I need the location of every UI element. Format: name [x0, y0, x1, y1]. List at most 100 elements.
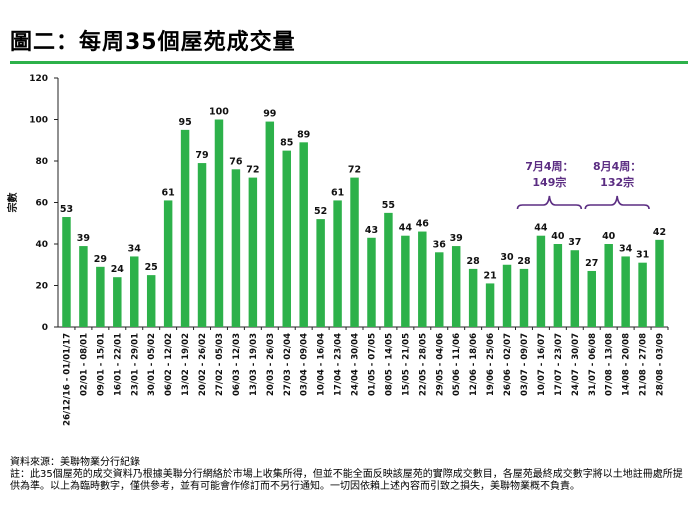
bar-value-label: 61 — [162, 187, 175, 198]
bar — [299, 142, 308, 327]
x-category-label: 21/08 - 27/08 — [639, 333, 649, 396]
bar — [621, 256, 630, 327]
bar-value-label: 99 — [263, 109, 276, 120]
x-category-label: 23/01 - 29/01 — [130, 333, 140, 396]
x-category-label: 01/05 - 07/05 — [367, 333, 377, 396]
bar — [367, 237, 376, 327]
x-category-label: 10/04 - 16/04 — [317, 333, 327, 396]
x-category-label: 15/05 - 21/05 — [401, 333, 411, 396]
bar — [485, 283, 495, 327]
bar-value-label: 85 — [280, 138, 293, 149]
bar — [435, 252, 444, 327]
bar-value-label: 21 — [483, 270, 496, 281]
x-category-label: 03/07 - 09/07 — [520, 333, 530, 396]
x-category-label: 29/05 - 04/06 — [435, 333, 445, 396]
bar-value-label: 34 — [619, 243, 633, 254]
bar — [638, 262, 647, 327]
x-category-label: 17/07 - 23/07 — [554, 333, 564, 396]
y-tick-label: 60 — [35, 199, 48, 209]
bar-value-label: 42 — [653, 227, 666, 238]
bar-value-label: 29 — [94, 254, 107, 265]
bar — [418, 231, 427, 327]
bar-value-label: 44 — [399, 223, 413, 234]
x-category-label: 31/07 - 06/08 — [588, 333, 598, 396]
x-category-label: 12/06 - 18/06 — [469, 333, 479, 396]
x-category-label: 28/08 - 03/09 — [656, 333, 666, 396]
bar — [350, 177, 359, 327]
x-category-label: 26/06 - 02/07 — [503, 333, 513, 396]
bar — [163, 200, 173, 327]
footer: 資料來源：美聯物業分行紀錄 註：此35個屋苑的成交資料乃根據美聯分行網絡於市場上… — [10, 457, 692, 493]
bar — [536, 235, 546, 327]
bar-chart: 0 20 40 60 80 100 120 宗數 53 26/12/16 - 01/01/17 3… — [6, 74, 669, 426]
bar — [384, 212, 393, 327]
bar-value-label: 52 — [314, 206, 327, 217]
x-category-label: 07/08 - 13/08 — [605, 333, 615, 396]
bar-value-label: 28 — [467, 256, 481, 267]
source-text: 資料來源：美聯物業分行紀錄 — [10, 457, 140, 468]
y-axis-title: 宗數 — [6, 193, 19, 213]
y-tick-label: 0 — [42, 323, 48, 333]
bar-value-label: 43 — [365, 225, 378, 236]
x-category-label: 30/01 - 05/02 — [147, 333, 157, 396]
bar — [401, 235, 410, 327]
x-category-label: 14/08 - 20/08 — [622, 333, 632, 396]
bar-value-label: 79 — [195, 150, 208, 161]
x-category-label: 22/05 - 28/05 — [418, 333, 428, 396]
bar-value-label: 53 — [60, 204, 73, 215]
y-tick-label: 100 — [29, 116, 48, 126]
y-tick-label: 120 — [29, 74, 48, 84]
bar — [333, 200, 342, 327]
bar — [282, 150, 291, 327]
x-category-label: 24/07 - 30/07 — [571, 333, 581, 396]
bar-value-label: 72 — [348, 165, 361, 176]
bar — [96, 266, 105, 327]
x-category-label: 17/04 - 23/04 — [334, 333, 344, 396]
x-category-label: 20/02 - 26/02 — [198, 333, 208, 396]
bar — [553, 244, 563, 327]
bar-value-label: 30 — [500, 252, 514, 263]
chart-axes: 0 20 40 60 80 100 120 宗數 — [6, 74, 669, 333]
x-category-label: 03/04 - 09/04 — [300, 333, 310, 396]
bar-value-label: 31 — [636, 250, 649, 261]
bar — [502, 264, 512, 327]
x-category-label: 09/01 - 15/01 — [96, 333, 106, 396]
y-tick-label: 40 — [35, 240, 48, 250]
bar — [214, 119, 224, 327]
annotation-brace — [584, 195, 650, 210]
bar — [197, 163, 207, 327]
x-category-label: 24/04 - 30/04 — [351, 333, 361, 396]
bar-value-label: 40 — [551, 231, 565, 242]
bar-value-label: 55 — [382, 200, 395, 211]
bar-value-label: 100 — [209, 107, 229, 118]
bar-value-label: 95 — [178, 117, 191, 128]
bar — [604, 244, 613, 327]
bar-value-label: 89 — [297, 129, 310, 140]
bar-value-label: 39 — [77, 233, 90, 244]
x-category-label: 16/01 - 22/01 — [113, 333, 123, 396]
bar — [468, 268, 478, 327]
bar-value-label: 44 — [534, 223, 548, 234]
bar-value-label: 46 — [416, 219, 430, 230]
x-category-label: 02/01 - 08/01 — [79, 333, 89, 396]
bar — [231, 169, 241, 327]
annotation-title: 7月4周： — [525, 160, 573, 173]
annotation-brace — [516, 195, 583, 210]
x-category-label: 10/07 - 16/07 — [537, 333, 547, 396]
bar-value-label: 36 — [433, 239, 447, 250]
bar — [248, 177, 258, 327]
x-category-label: 05/06 - 11/06 — [452, 333, 462, 396]
y-tick-label: 20 — [35, 282, 48, 292]
bar — [130, 256, 139, 327]
x-category-label: 13/03 - 19/03 — [249, 333, 259, 396]
annotation-value: 149宗 — [532, 175, 566, 189]
bar-value-label: 34 — [128, 243, 142, 254]
bar — [113, 277, 122, 327]
x-category-label: 06/03 - 12/03 — [232, 333, 242, 396]
page-title: 圖二：每周35個屋苑成交量 — [10, 30, 296, 55]
x-category-label: 27/03 - 02/04 — [283, 333, 293, 396]
x-category-label: 06/02 - 12/02 — [164, 333, 174, 396]
bar — [570, 250, 580, 327]
bar — [587, 270, 596, 327]
annotation-value: 132宗 — [600, 175, 634, 189]
